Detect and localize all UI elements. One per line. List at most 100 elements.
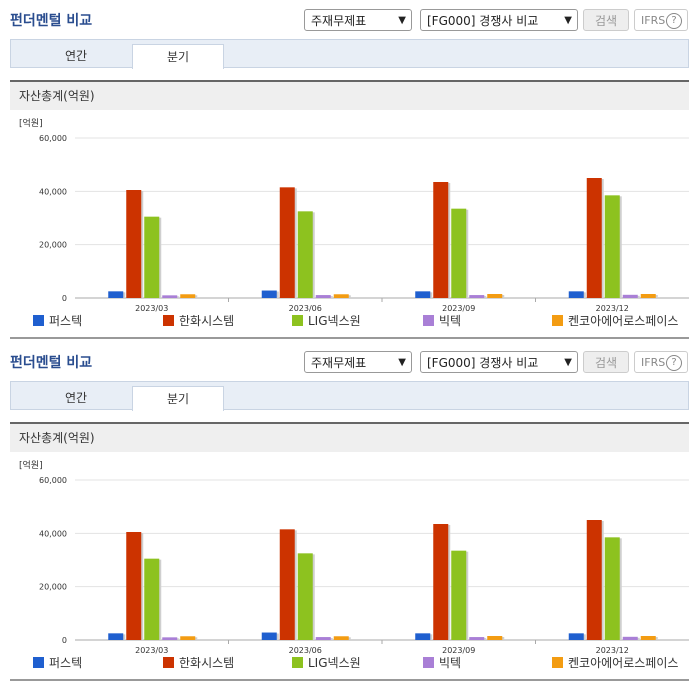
bar[interactable] xyxy=(433,524,449,640)
legend-swatch xyxy=(163,315,174,326)
bar-chart: [억원] 0 20,000 40,000 60,000 2023/03 2023/06 202… xyxy=(19,459,689,655)
bar[interactable] xyxy=(433,182,449,298)
bar[interactable] xyxy=(315,295,331,298)
search-button[interactable]: 검색 xyxy=(583,9,629,31)
legend-item[interactable]: 퍼스텍 xyxy=(33,313,82,329)
bar[interactable] xyxy=(333,636,349,640)
legend-item[interactable]: LIG넥스원 xyxy=(292,655,361,671)
bar[interactable] xyxy=(451,550,467,640)
ifrs-button[interactable]: IFRS ? xyxy=(634,351,688,373)
bar[interactable] xyxy=(261,632,277,640)
bar[interactable] xyxy=(315,637,331,640)
y-tick-label: 0 xyxy=(62,636,67,645)
bar[interactable] xyxy=(586,178,602,298)
x-tick-label: 2023/12 xyxy=(596,304,629,313)
bar[interactable] xyxy=(586,520,602,640)
statement-select[interactable]: 주재무제표 ▼ xyxy=(304,9,412,31)
legend-swatch xyxy=(552,657,563,668)
bar[interactable] xyxy=(604,537,620,640)
bar[interactable] xyxy=(180,294,196,298)
x-tick-label: 2023/09 xyxy=(442,304,475,313)
tab-annual[interactable]: 연간 xyxy=(64,49,88,63)
bar[interactable] xyxy=(279,529,295,640)
legend-label: 빅텍 xyxy=(439,314,462,328)
period-tabs: 연간 분기 xyxy=(10,381,689,411)
bar[interactable] xyxy=(487,294,503,298)
statement-select[interactable]: 주재무제표 ▼ xyxy=(304,351,412,373)
x-tick-label: 2023/03 xyxy=(135,646,168,655)
divider xyxy=(10,337,689,339)
y-tick-label: 60,000 xyxy=(39,134,67,143)
panel-title: 펀더멘털 비교 xyxy=(10,13,93,29)
bar[interactable] xyxy=(640,636,656,640)
chevron-down-icon: ▼ xyxy=(564,357,572,368)
bar[interactable] xyxy=(297,211,313,298)
bar[interactable] xyxy=(144,558,160,640)
bar[interactable] xyxy=(469,637,485,640)
legend-swatch xyxy=(292,657,303,668)
bar[interactable] xyxy=(126,190,142,298)
legend-item[interactable]: 퍼스텍 xyxy=(33,655,82,671)
legend-item[interactable]: 한화시스템 xyxy=(163,655,234,671)
bar[interactable] xyxy=(469,295,485,298)
y-tick-label: 0 xyxy=(62,294,67,303)
legend-item[interactable]: 한화시스템 xyxy=(163,313,234,329)
legend-item[interactable]: 빅텍 xyxy=(423,313,461,329)
bar[interactable] xyxy=(487,636,503,640)
compare-select-value: [FG000] 경쟁사 비교 xyxy=(427,14,539,28)
legend-item[interactable]: 켄코아에어로스페이스 xyxy=(552,313,678,329)
tab-quarterly[interactable]: 분기 xyxy=(132,44,224,69)
x-tick-label: 2023/06 xyxy=(289,304,322,313)
bar[interactable] xyxy=(180,636,196,640)
bar[interactable] xyxy=(604,195,620,298)
ifrs-label: IFRS xyxy=(641,14,666,27)
search-button[interactable]: 검색 xyxy=(583,351,629,373)
bar[interactable] xyxy=(108,633,124,640)
legend-swatch xyxy=(423,657,434,668)
bar-chart: [억원] 0 20,000 40,000 60,000 2023/03 2023/06 202… xyxy=(19,117,689,313)
compare-select[interactable]: [FG000] 경쟁사 비교 ▼ xyxy=(420,351,578,373)
legend-label: 빅텍 xyxy=(439,656,462,670)
bar[interactable] xyxy=(451,208,467,298)
bar[interactable] xyxy=(568,633,584,640)
legend-label: 한화시스템 xyxy=(179,314,235,328)
tab-annual[interactable]: 연간 xyxy=(64,391,88,405)
y-tick-label: 60,000 xyxy=(39,476,67,485)
legend-swatch xyxy=(33,657,44,668)
help-icon[interactable]: ? xyxy=(666,13,682,29)
tab-quarterly[interactable]: 분기 xyxy=(132,386,224,411)
bar[interactable] xyxy=(279,187,295,298)
bar[interactable] xyxy=(126,532,142,640)
compare-select[interactable]: [FG000] 경쟁사 비교 ▼ xyxy=(420,9,578,31)
bar[interactable] xyxy=(333,294,349,298)
bar[interactable] xyxy=(622,294,638,298)
y-tick-label: 20,000 xyxy=(39,241,67,250)
bar[interactable] xyxy=(162,295,178,298)
bar[interactable] xyxy=(568,291,584,298)
legend-swatch xyxy=(163,657,174,668)
legend-item[interactable]: 빅텍 xyxy=(423,655,461,671)
x-tick-label: 2023/09 xyxy=(442,646,475,655)
bar[interactable] xyxy=(108,291,124,298)
bar[interactable] xyxy=(640,294,656,298)
fundamental-panel: 펀더멘털 비교 주재무제표 ▼ [FG000] 경쟁사 비교 ▼ 검색 IFRS… xyxy=(10,9,689,339)
divider xyxy=(10,679,689,681)
bar[interactable] xyxy=(622,636,638,640)
bar[interactable] xyxy=(297,553,313,640)
x-tick-label: 2023/06 xyxy=(289,646,322,655)
bar[interactable] xyxy=(415,633,431,640)
bar[interactable] xyxy=(162,637,178,640)
ifrs-button[interactable]: IFRS ? xyxy=(634,9,688,31)
panel-title: 펀더멘털 비교 xyxy=(10,355,93,371)
y-tick-label: 20,000 xyxy=(39,583,67,592)
help-icon[interactable]: ? xyxy=(666,355,682,371)
bar[interactable] xyxy=(415,291,431,298)
legend-item[interactable]: 켄코아에어로스페이스 xyxy=(552,655,678,671)
bar[interactable] xyxy=(144,216,160,298)
bar[interactable] xyxy=(261,290,277,298)
y-tick-label: 40,000 xyxy=(39,529,67,538)
legend-swatch xyxy=(292,315,303,326)
y-tick-label: 40,000 xyxy=(39,187,67,196)
legend-item[interactable]: LIG넥스원 xyxy=(292,313,361,329)
legend-label: 퍼스텍 xyxy=(49,314,83,328)
